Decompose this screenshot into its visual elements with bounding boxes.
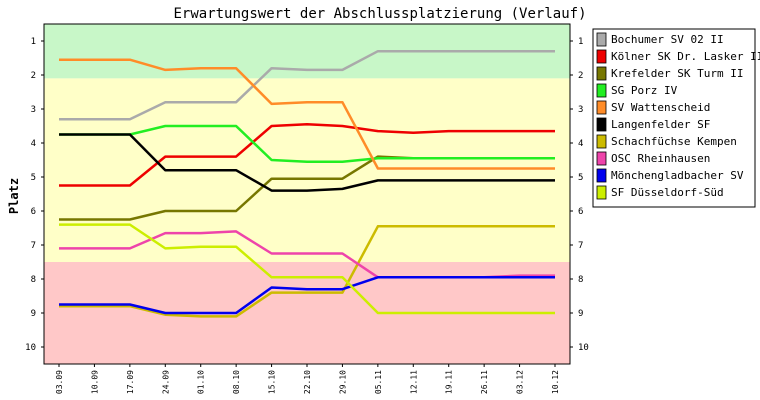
x-tick-label: 03.12 — [516, 370, 525, 394]
x-tick-label: 08.10 — [232, 370, 241, 394]
y-tick-label: 2 — [31, 71, 36, 81]
x-axis: 03.09 10.09 17.09 24.09 01.10 08.10 15.10 22.10… — [55, 364, 560, 394]
y-tick-label: 10 — [25, 343, 36, 353]
y-tick-label: 5 — [31, 173, 36, 183]
y-tick-label-right: 3 — [578, 105, 583, 115]
y-tick-label-right: 2 — [578, 71, 583, 81]
y-tick-label-right: 1 — [578, 37, 583, 47]
series-line — [59, 225, 555, 318]
y-tick-label: 3 — [31, 105, 36, 115]
series-lines — [59, 49, 555, 318]
series-line — [59, 133, 555, 192]
legend-label: Schachfüchse Kempen — [611, 135, 737, 148]
series-line — [59, 123, 555, 187]
legend: Bochumer SV 02 II Kölner SK Dr. Lasker II… — [592, 28, 760, 208]
zone-band — [44, 78, 570, 263]
y-axis-left: 1 2 3 4 5 6 7 8 9 10 — [25, 37, 44, 353]
y-tick-label-right: 4 — [578, 139, 583, 149]
y-tick-label: 8 — [31, 275, 36, 285]
x-tick-label: 15.10 — [268, 370, 277, 394]
y-tick-label-right: 7 — [578, 241, 583, 251]
x-tick-label: 10.12 — [551, 370, 560, 394]
x-tick-label: 01.10 — [197, 370, 206, 394]
series-line — [59, 58, 555, 170]
x-tick-label: 03.09 — [55, 370, 64, 394]
x-tick-label: 26.11 — [480, 370, 489, 394]
x-tick-label: 05.11 — [374, 370, 383, 394]
series-line — [59, 124, 555, 163]
y-tick-label-right: 9 — [578, 309, 583, 319]
y-axis-label: Platz — [7, 178, 21, 214]
legend-swatch — [596, 151, 607, 166]
legend-label: Langenfelder SF — [611, 118, 710, 131]
y-tick-label: 7 — [31, 241, 36, 251]
y-tick-label: 1 — [31, 37, 36, 47]
y-tick-label: 9 — [31, 309, 36, 319]
series-line — [59, 276, 555, 315]
y-tick-label-right: 8 — [578, 275, 583, 285]
y-axis-right: 1 2 3 4 5 6 7 8 9 10 — [570, 37, 589, 353]
legend-label: SF Düsseldorf-Süd — [611, 186, 724, 199]
y-tick-label: 6 — [31, 207, 36, 217]
x-tick-label: 19.11 — [445, 370, 454, 394]
legend-box — [592, 28, 756, 208]
legend-label: SG Porz IV — [611, 84, 678, 97]
legend-swatch — [596, 49, 607, 64]
legend-swatch — [596, 100, 607, 115]
series-line — [59, 223, 555, 315]
y-tick-label-right: 10 — [578, 343, 589, 353]
x-tick-label: 22.10 — [303, 370, 312, 394]
chart-title: Erwartungswert der Abschlussplatzierung … — [173, 6, 586, 22]
legend-swatch — [596, 32, 607, 47]
x-tick-label: 24.09 — [161, 370, 170, 394]
x-tick-label: 29.10 — [338, 370, 347, 394]
series-line — [59, 49, 555, 121]
legend-swatch — [596, 134, 607, 149]
x-tick-label: 12.11 — [409, 370, 418, 394]
legend-label: Bochumer SV 02 II — [611, 33, 724, 46]
legend-swatch — [596, 66, 607, 81]
legend-swatch — [596, 168, 607, 183]
legend-label: SV Wattenscheid — [611, 101, 710, 114]
legend-swatch — [596, 117, 607, 132]
y-tick-label-right: 6 — [578, 207, 583, 217]
legend-swatch — [596, 185, 607, 200]
legend-swatch — [596, 83, 607, 98]
y-tick-label: 4 — [31, 139, 36, 149]
legend-label: Mönchengladbacher SV — [611, 169, 744, 182]
legend-label: Krefelder SK Turm II — [611, 67, 743, 80]
x-tick-label: 10.09 — [90, 370, 99, 394]
x-tick-label: 17.09 — [126, 370, 135, 394]
y-tick-label-right: 5 — [578, 173, 583, 183]
legend-label: OSC Rheinhausen — [611, 152, 710, 165]
legend-label: Kölner SK Dr. Lasker II — [611, 50, 760, 63]
